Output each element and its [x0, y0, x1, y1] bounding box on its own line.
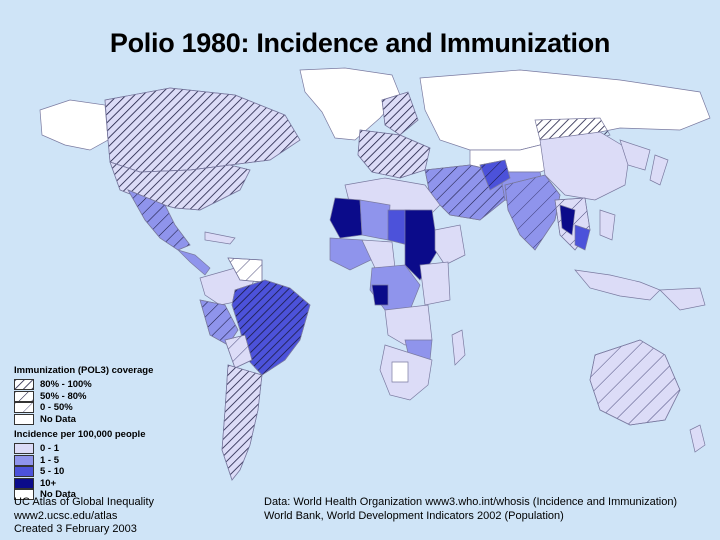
legend-item-inc-0-1: 0 - 1 — [14, 443, 204, 455]
madagascar — [451, 329, 466, 366]
map-title: Polio 1980: Incidence and Immunization — [109, 28, 611, 58]
legend-item-imm-0-50: 0 - 50% — [14, 402, 204, 414]
new-zealand — [689, 424, 706, 453]
greenland — [299, 67, 401, 141]
legend-label: 1 - 5 — [40, 454, 60, 466]
dense-hatch-swatch — [14, 379, 34, 391]
legend-label: No Data — [40, 413, 76, 425]
immunization-legend-heading: Immunization (POL3) coverage — [14, 365, 154, 376]
legend-item-inc-1-5: 1 - 5 — [14, 454, 204, 467]
medium-hatch-swatch — [14, 390, 34, 402]
legend-label: 0 - 1 — [40, 443, 60, 455]
no-data-swatch — [14, 413, 34, 425]
mali-niger — [329, 197, 363, 239]
russia — [419, 69, 711, 151]
laos-vietnam — [559, 204, 576, 236]
ethiopia — [434, 224, 466, 266]
legend-label: No Data — [40, 489, 76, 501]
legend-label: 80% - 100% — [40, 379, 92, 391]
credit-url: www2.ucsc.edu/atlas — [14, 509, 118, 522]
indonesia — [574, 269, 661, 301]
legend-item-inc-10-plus: 10+ — [14, 477, 204, 490]
incidence-legend-heading: Incidence per 100,000 people — [14, 429, 146, 440]
legend-item-imm-80-100: 80% - 100% — [14, 379, 204, 391]
credit-data-source-worldbank: World Bank, World Development Indicators… — [264, 509, 564, 522]
credit-data-source-who: Data: World Health Organization www3.who… — [264, 496, 678, 508]
china — [539, 131, 631, 201]
legend-label: 0 - 50% — [40, 402, 73, 414]
legend-item-imm-no-data: No Data — [14, 413, 204, 426]
credit-created-date: Created 3 February 2003 — [14, 523, 137, 535]
credit-atlas-name: UC Atlas of Global Inequality — [14, 496, 155, 508]
legend-label: 50% - 80% — [40, 390, 87, 402]
credit-right: Data: World Health Organization www3.who… — [264, 496, 677, 523]
color-swatch — [14, 454, 34, 466]
legend-label: 10+ — [40, 477, 57, 489]
legend-item-imm-50-80: 50% - 80% — [14, 390, 204, 403]
color-swatch — [14, 466, 34, 478]
sparse-hatch-swatch — [14, 402, 34, 414]
legend-item-inc-no-data: No Data — [14, 489, 204, 501]
east-africa — [419, 261, 451, 306]
credit-left: UC Atlas of Global Inequality www2.ucsc.… — [14, 496, 154, 537]
color-swatch — [14, 489, 34, 501]
legend: Immunization (POL3) coverage 80% - 100% … — [14, 365, 204, 501]
legend-item-inc-5-10: 5 - 10 — [14, 466, 204, 478]
color-swatch — [14, 477, 34, 489]
alaska — [39, 99, 109, 151]
legend-label: 5 - 10 — [40, 466, 65, 478]
color-swatch — [14, 443, 34, 455]
west-africa — [329, 237, 376, 271]
